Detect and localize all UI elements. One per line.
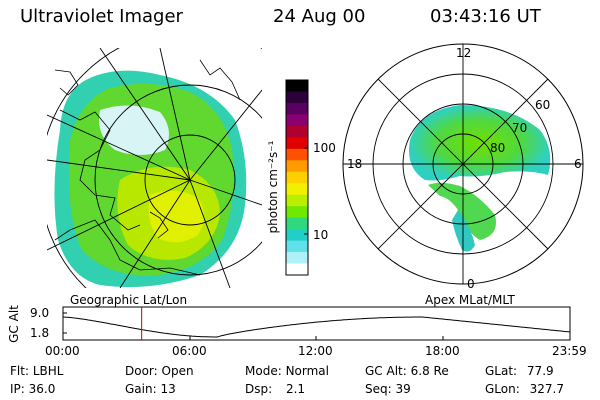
colorbar-segment	[286, 148, 308, 161]
altitude-xtick-0000: 00:00	[45, 344, 80, 358]
polar-lat-80: 80	[490, 141, 506, 155]
polar-label-18: 18	[347, 157, 363, 171]
altitude-ytick-1.8: 1.8	[30, 326, 50, 340]
info-dsp: Dsp: 2.1	[245, 382, 306, 396]
colorbar-segment	[286, 125, 308, 138]
info-mode: Mode: Normal	[245, 364, 329, 378]
colorbar-segment	[286, 206, 308, 219]
colorbar-segment	[286, 229, 308, 242]
info-gain: Gain: 13	[125, 382, 176, 396]
altitude-ylabel: GC Alt	[7, 305, 21, 343]
colorbar-segment	[286, 183, 308, 196]
polar-plot	[342, 43, 584, 285]
instrument-title: Ultraviolet Imager	[20, 6, 183, 27]
time-label: 03:43:16 UT	[430, 6, 541, 27]
polar-label-6: 6	[574, 157, 582, 171]
polar-lat-70: 70	[512, 121, 528, 135]
polar-lat-60: 60	[535, 98, 551, 112]
altitude-xtick-1200: 12:00	[298, 344, 333, 358]
altitude-xtick-2359: 23:59	[552, 344, 587, 358]
colorbar-segment	[286, 252, 308, 265]
altitude-plot	[62, 306, 571, 341]
info-door: Door: Open	[125, 364, 194, 378]
colorbar-unit-label: photon cm⁻²s⁻¹	[266, 140, 280, 234]
colorbar-tick-100: 100	[313, 141, 336, 155]
colorbar-segment	[286, 263, 308, 276]
altitude-xtick-1800: 18:00	[425, 344, 460, 358]
polar-label-0: 0	[467, 277, 475, 291]
colorbar-segment	[286, 171, 308, 184]
colorbar-segment	[286, 80, 308, 92]
info-ip: IP: 36.0	[10, 382, 56, 396]
info-gc-alt: GC Alt: 6.8 Re	[365, 364, 449, 378]
altitude-xtick-0600: 06:00	[172, 344, 207, 358]
colorbar	[285, 79, 309, 276]
date-label: 24 Aug 00	[273, 6, 366, 27]
colorbar-segment	[286, 102, 308, 115]
colorbar-segment	[286, 160, 308, 173]
apex-label: Apex MLat/MLT	[425, 293, 515, 307]
colorbar-tick-10: 10	[313, 228, 329, 242]
colorbar-segment	[286, 217, 308, 230]
colorbar-segment	[286, 137, 308, 150]
info-flt: Flt: LBHL	[10, 364, 64, 378]
colorbar-segment	[286, 240, 308, 253]
info-glat: GLat: 77.9	[485, 364, 554, 378]
geographic-image	[47, 48, 262, 288]
colorbar-segment	[286, 91, 308, 104]
geographic-label: Geographic Lat/Lon	[70, 293, 188, 307]
colorbar-segment	[286, 114, 308, 127]
colorbar-frame	[285, 79, 309, 276]
info-seq: Seq: 39	[365, 382, 411, 396]
polar-label-12: 12	[456, 46, 472, 60]
colorbar-segment	[286, 194, 308, 207]
altitude-ytick-9: 9.0	[30, 306, 50, 320]
info-glon: GLon: 327.7	[485, 382, 564, 396]
